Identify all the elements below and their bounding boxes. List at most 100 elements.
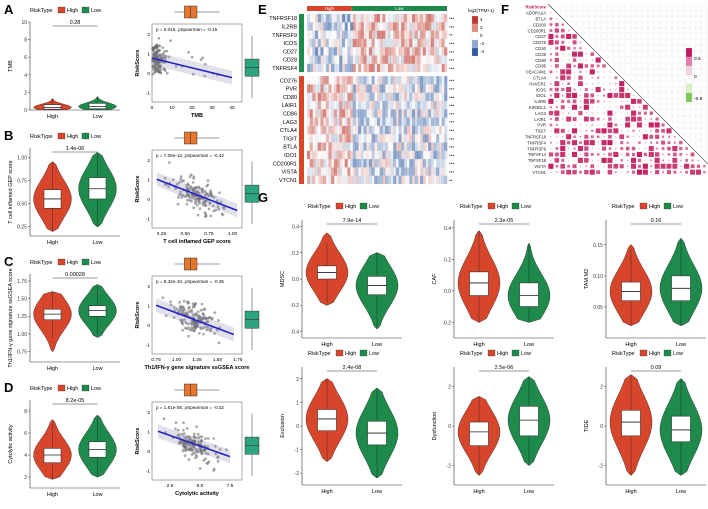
heatmap-cell (339, 22, 342, 30)
corr-cell-upper (619, 52, 624, 57)
corr-cell (655, 152, 659, 156)
heatmap-cell (377, 109, 380, 117)
heatmap-cell (388, 118, 391, 126)
y-tick-label: 1 (147, 303, 150, 309)
corr-cell-upper (602, 16, 607, 21)
heatmap-significance: *** (449, 112, 455, 117)
corr-cell (584, 170, 588, 174)
heatmap-cell (326, 56, 329, 64)
y-tick-label: 1.75 (17, 279, 27, 285)
corr-cell (567, 76, 571, 80)
heatmap-cell (380, 39, 383, 47)
heatmap-cell (331, 159, 334, 167)
corr-cell-upper (684, 128, 689, 133)
legend-label-low: Low (521, 351, 531, 357)
heatmap-cell (350, 118, 353, 126)
heatmap-cell (409, 134, 412, 142)
heatmap-cell (339, 109, 342, 117)
x-tick-label: Low (372, 342, 382, 348)
corr-cell-upper (667, 93, 672, 98)
corr-cell-upper (655, 58, 660, 63)
correlation-annotation: p = 0.015, ρSpearman = -0.15 (156, 27, 218, 32)
heatmap-cell (444, 118, 447, 126)
corr-cell (550, 142, 552, 144)
heatmap-cell (439, 39, 442, 47)
heatmap-cell (393, 22, 396, 30)
y-tick-label: 0.15 (593, 243, 603, 249)
corr-cell (627, 130, 628, 131)
heatmap-cell (342, 118, 345, 126)
x-tick-label: High (473, 342, 484, 348)
corr-cell-upper (655, 87, 660, 92)
heatmap-cell (426, 159, 429, 167)
corr-cell (555, 35, 558, 38)
heatmap-cell (372, 134, 375, 142)
corr-cell (633, 95, 634, 96)
corr-cell-upper (596, 5, 601, 10)
corr-cell (586, 165, 588, 167)
y-tick-label: 2 (24, 475, 27, 481)
corr-cell (607, 111, 612, 116)
heatmap-cell (431, 126, 434, 134)
corr-cell-upper (643, 52, 648, 57)
corr-cell-upper (643, 87, 648, 92)
corr-cell (597, 112, 598, 113)
heatmap-cell (350, 31, 353, 39)
corr-cell-upper (643, 69, 648, 74)
corr-cell (649, 135, 653, 139)
heatmap-cell (377, 101, 380, 109)
corr-cell-upper (696, 52, 701, 57)
corr-cell-upper (690, 111, 695, 116)
corr-cell (608, 117, 612, 121)
corr-cell-upper (696, 28, 701, 33)
heatmap-cell (369, 151, 372, 159)
corr-cell (619, 87, 624, 92)
corr-cell (661, 123, 664, 126)
heatmap-cell (361, 143, 364, 151)
corr-cell-upper (678, 105, 683, 110)
heatmap-cell (401, 134, 404, 142)
heatmap-legend-swatch (472, 48, 478, 56)
heatmap-cell (409, 22, 412, 30)
corr-cell-upper (702, 28, 707, 33)
corr-cell (656, 148, 658, 150)
corr-cell-upper (702, 99, 707, 104)
x-tick-label: 1.00 (228, 231, 238, 237)
corr-cell (550, 59, 552, 61)
corr-cell (662, 171, 664, 173)
heatmap-cell (423, 151, 426, 159)
corr-cell-upper (590, 28, 595, 33)
pvalue-label: 2.4e-08 (343, 365, 362, 371)
corr-cell (598, 95, 599, 96)
corr-cell (578, 158, 583, 163)
corr-cell-upper (661, 34, 666, 39)
heatmap-cell (331, 167, 334, 175)
heatmap-cell (417, 159, 420, 167)
x-tick-label: 7.5 (227, 483, 234, 489)
heatmap-cell (391, 151, 394, 159)
corr-cell-upper (637, 69, 642, 74)
corr-cell (560, 140, 565, 145)
corr-cell-upper (613, 52, 618, 57)
heatmap-cell (321, 109, 324, 117)
heatmap-cell (342, 47, 345, 55)
box-high (44, 105, 61, 109)
corr-cell-upper (678, 52, 683, 57)
y-tick-label: 4 (24, 453, 27, 459)
corr-cell-upper (649, 87, 654, 92)
y-axis-label: MDSC (280, 271, 286, 287)
heatmap-cell (382, 76, 385, 84)
corr-cell (579, 171, 582, 174)
corr-cell-upper (678, 75, 683, 80)
heatmap-cell (439, 126, 442, 134)
heatmap-cell (377, 47, 380, 55)
heatmap-cell (407, 134, 410, 142)
heatmap-cell (326, 76, 329, 84)
heatmap-cell (396, 39, 399, 47)
x-tick-label: Low (92, 492, 102, 498)
heatmap-cell (372, 22, 375, 30)
heatmap-cell (434, 84, 437, 92)
heatmap-cell (426, 93, 429, 101)
corr-cell-upper (649, 34, 654, 39)
heatmap-cell (364, 84, 367, 92)
